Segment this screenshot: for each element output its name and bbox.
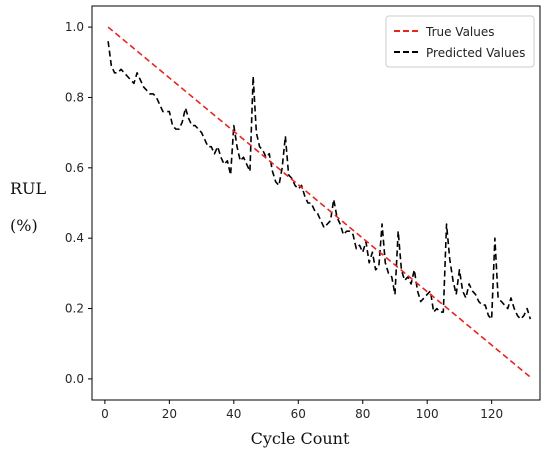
- y-tick-label: 0.8: [65, 90, 84, 104]
- y-axis-ticks: 0.0 0.2 0.4 0.6 0.8 1.0: [65, 20, 92, 386]
- y-tick-label: 0.0: [65, 372, 84, 386]
- y-axis-title-line1: RUL: [10, 179, 47, 198]
- plot-frame: [91, 5, 541, 401]
- legend-label-predicted-values: Predicted Values: [426, 46, 525, 60]
- plot-area: [107, 26, 532, 378]
- series-line-predicted-values: [107, 41, 532, 320]
- x-axis-title: Cycle Count: [251, 429, 350, 448]
- y-tick-label: 0.6: [65, 161, 84, 175]
- x-tick-label: 120: [480, 407, 503, 421]
- x-tick-label: 60: [291, 407, 306, 421]
- x-tick-label: 0: [101, 407, 109, 421]
- x-tick-label: 40: [226, 407, 241, 421]
- x-tick-label: 80: [355, 407, 370, 421]
- legend-box: [385, 15, 535, 68]
- x-axis-ticks: 0 20 40 60 80 100 120: [101, 400, 503, 421]
- y-tick-label: 0.2: [65, 302, 84, 316]
- y-tick-label: 1.0: [65, 20, 84, 34]
- legend-label-true-values: True Values: [425, 25, 495, 39]
- x-tick-label: 100: [416, 407, 439, 421]
- x-tick-label: 20: [162, 407, 177, 421]
- series-line-true-values: [107, 26, 531, 378]
- y-axis-title-line2: (%): [10, 216, 38, 235]
- legend: True Values Predicted Values: [385, 15, 535, 68]
- y-tick-label: 0.4: [65, 231, 84, 245]
